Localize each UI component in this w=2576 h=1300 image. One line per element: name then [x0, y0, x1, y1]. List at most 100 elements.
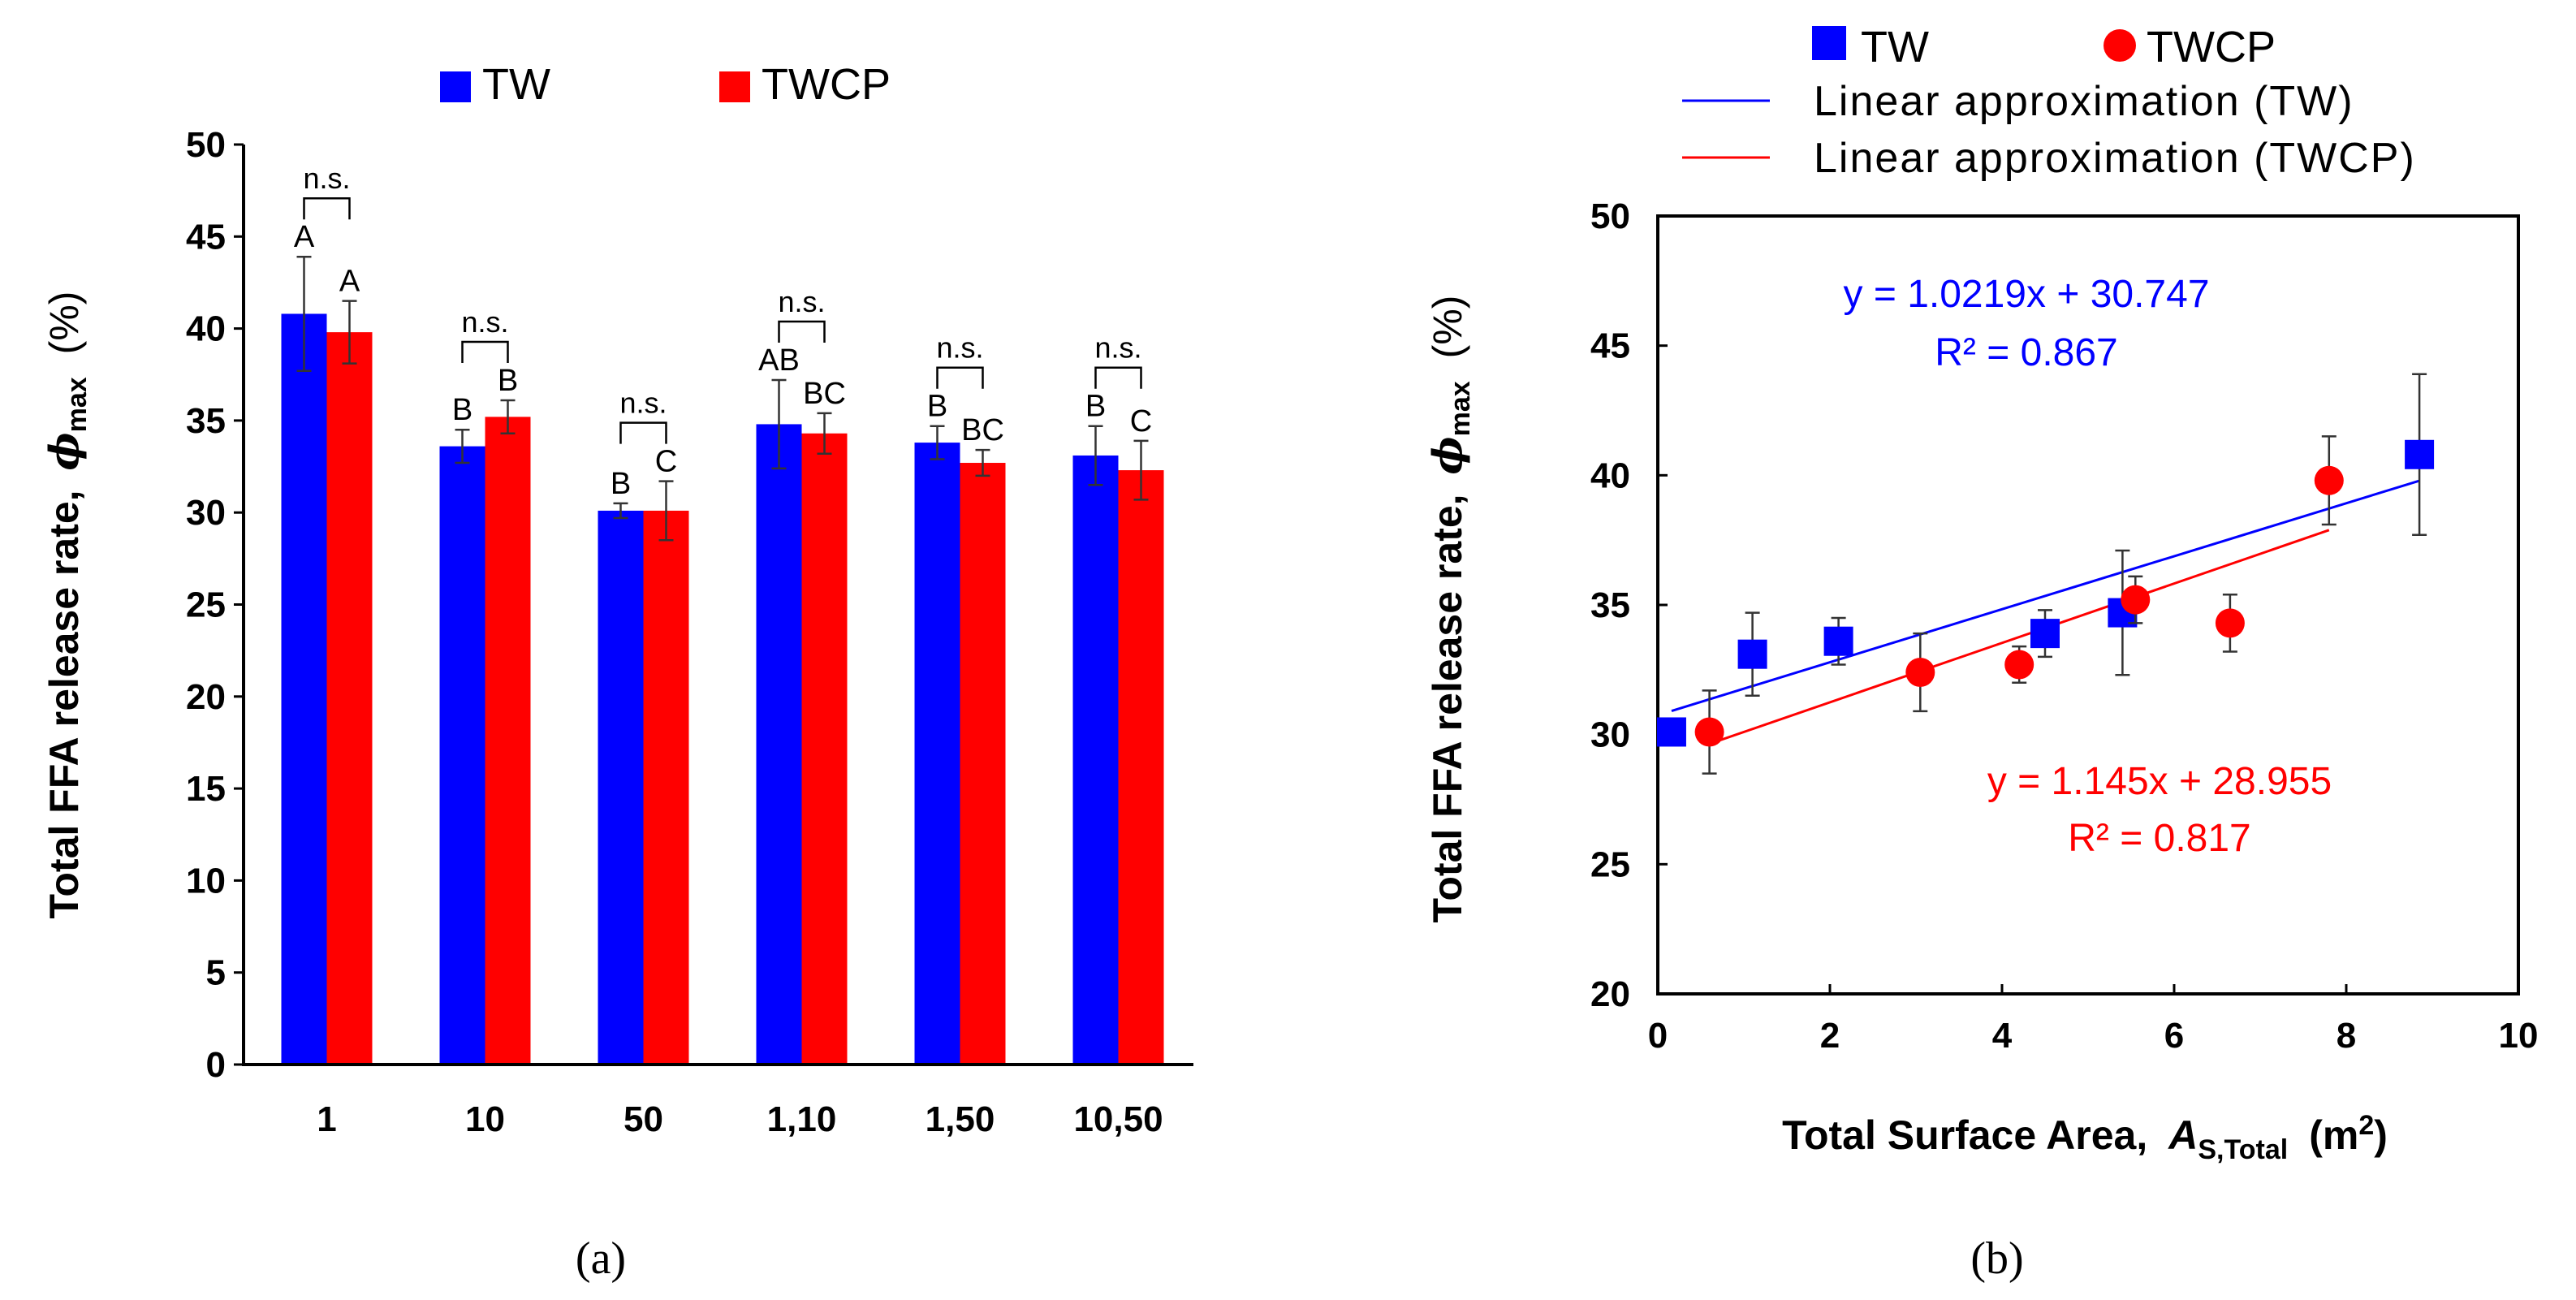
fit-tw-r2: R² = 0.867: [1935, 331, 2117, 374]
bar-y-tick-label: 15: [186, 769, 226, 809]
point-twcp: [2004, 650, 2034, 680]
legend-twcp-label: TWCP: [2147, 23, 2276, 71]
bar-x-tick-label: 10,50: [1073, 1099, 1163, 1139]
bar-x-tick-label: 10: [465, 1099, 505, 1139]
point-tw: [1823, 626, 1853, 656]
scatter-legend: TW TWCP Linear approximation (TW) Linear…: [1682, 23, 2416, 182]
scatter-x-tick-label: 4: [1992, 1016, 2013, 1056]
ns-label: n.s.: [778, 285, 825, 318]
scatter-x-tick-label: 8: [2337, 1016, 2356, 1056]
scatter-y-axis-title: Total FFA release rate,ϕmax(%): [1423, 296, 1476, 923]
ns-label: n.s.: [619, 387, 667, 420]
fit-twcp-equation: y = 1.145x + 28.955: [1987, 760, 2332, 803]
legend-twcp-marker: [2104, 29, 2136, 62]
legend-tw-label: TW: [1861, 23, 1929, 71]
panel-b-label: (b): [1970, 1233, 2023, 1284]
significance-bracket: [936, 366, 984, 389]
bar-x-ticks: 1 10 50 1,10 1,50 10,50: [317, 1099, 1163, 1139]
significance-letter: B: [452, 393, 472, 427]
bar-twcp: [326, 332, 373, 1065]
point-tw: [2405, 439, 2435, 469]
bar-twcp: [643, 510, 689, 1065]
svg-text:Total FFA release rate,ϕmax(%): Total FFA release rate,ϕmax(%): [1423, 296, 1476, 923]
legend-tw-label: TW: [482, 60, 550, 109]
significance-letter: B: [1085, 390, 1106, 424]
bar-x-tick-label: 1,10: [767, 1099, 837, 1139]
scatter-y-tick-label: 45: [1590, 326, 1630, 366]
bar-y-tick-label: 20: [186, 677, 226, 717]
bar-twcp: [960, 463, 1006, 1065]
bar-y-ticks: 0 5 10 15 20 25 30 35 40 45 50: [186, 125, 244, 1085]
bar-x-tick-label: 1,50: [926, 1099, 995, 1139]
bar-y-tick-label: 45: [186, 217, 226, 257]
significance-bracket: [1094, 366, 1142, 389]
scatter-x-axis-title: Total Surface Area, AS,Total (m2): [1782, 1110, 2388, 1165]
bar-y-tick-label: 5: [206, 953, 226, 993]
scatter-chart-panel: TW TWCP Linear approximation (TW) Linear…: [1423, 23, 2538, 1284]
bar-tw: [439, 446, 485, 1065]
significance-letter: BC: [803, 377, 846, 411]
bar-twcp: [485, 417, 531, 1065]
scatter-x-tick-label: 2: [1820, 1016, 1840, 1056]
bar-twcp: [801, 433, 848, 1065]
bar-y-tick-label: 25: [186, 585, 226, 625]
point-twcp: [1694, 717, 1724, 747]
legend-tw-swatch: [440, 71, 471, 102]
bar-twcp: [1118, 470, 1164, 1065]
ns-label: n.s.: [461, 305, 508, 339]
point-twcp: [2121, 585, 2151, 615]
point-twcp: [2314, 465, 2344, 495]
significance-bracket: [778, 320, 826, 343]
significance-letter: BC: [961, 413, 1004, 447]
ns-label: n.s.: [936, 331, 983, 365]
fit-twcp-r2: R² = 0.817: [2068, 817, 2250, 860]
bar-legend: TW TWCP: [440, 60, 891, 109]
bar-y-tick-label: 50: [186, 125, 226, 165]
bar-tw: [756, 424, 802, 1065]
point-tw: [2030, 619, 2060, 649]
point-twcp: [1905, 658, 1935, 688]
bar-y-tick-label: 30: [186, 493, 226, 533]
legend-twcp-swatch: [719, 71, 750, 102]
legend-fit-twcp-label: Linear approximation (TWCP): [1814, 135, 2416, 182]
scatter-y-tick-label: 25: [1590, 844, 1630, 884]
legend-fit-tw-label: Linear approximation (TW): [1814, 78, 2354, 125]
bar-y-tick-label: 10: [186, 861, 226, 900]
ns-label: n.s.: [303, 162, 350, 195]
bar-y-tick-label: 35: [186, 401, 226, 441]
significance-letter: B: [927, 390, 947, 424]
legend-twcp-label: TWCP: [762, 60, 891, 109]
significance-letter: A: [339, 265, 360, 299]
significance-bracket: [619, 421, 667, 444]
svg-text:Total FFA release rate,ϕmax(%): Total FFA release rate,ϕmax(%): [40, 292, 93, 919]
significance-letter: A: [294, 220, 315, 254]
bar-tw: [598, 510, 644, 1065]
significance-letter: C: [655, 445, 677, 479]
significance-letter: AB: [758, 343, 800, 378]
significance-letter: B: [498, 364, 518, 398]
fit-line: [1709, 529, 2330, 745]
bar-y-tick-label: 40: [186, 309, 226, 349]
significance-letter: C: [1130, 404, 1152, 438]
scatter-y-tick-label: 20: [1590, 974, 1630, 1014]
scatter-fit-lines: [1671, 479, 2420, 745]
scatter-y-tick-label: 40: [1590, 456, 1630, 495]
significance-bracket: [303, 197, 351, 220]
scatter-x-tick-label: 0: [1648, 1016, 1668, 1056]
fit-line: [1671, 479, 2420, 713]
scatter-points: [1656, 373, 2435, 775]
significance-letter: B: [611, 467, 631, 501]
fit-tw-equation: y = 1.0219x + 30.747: [1843, 273, 2209, 316]
scatter-x-tick-label: 6: [2164, 1016, 2184, 1056]
scatter-y-tick-label: 50: [1590, 197, 1630, 236]
bar-y-axis-title: Total FFA release rate,ϕmax(%): [40, 292, 93, 919]
point-twcp: [2215, 608, 2245, 638]
point-tw: [1737, 639, 1767, 669]
bar-tw: [914, 443, 960, 1065]
legend-tw-marker: [1812, 26, 1846, 60]
point-tw: [1656, 717, 1686, 747]
ns-label: n.s.: [1094, 331, 1141, 365]
